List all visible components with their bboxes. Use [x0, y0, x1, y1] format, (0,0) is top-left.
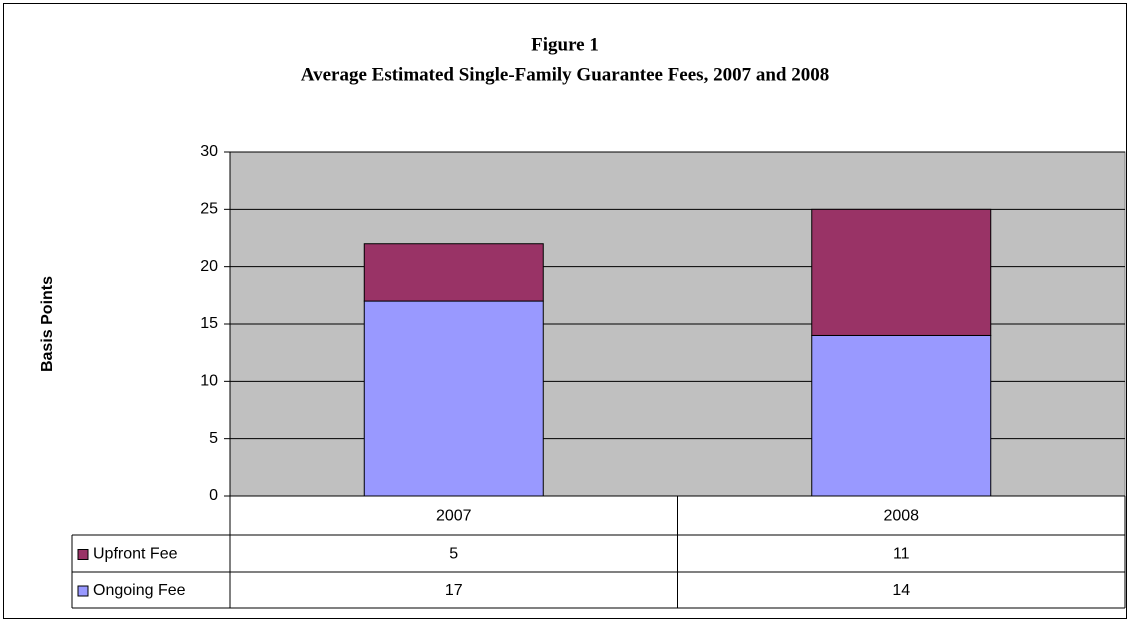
chart-subtitle: Average Estimated Single-Family Guarante… [301, 64, 829, 85]
y-axis-label: Basis Points [39, 276, 56, 372]
y-tick-label: 30 [200, 143, 218, 160]
table-value: 5 [449, 546, 458, 563]
bar [363, 300, 544, 497]
chart-title: Figure 1 [531, 34, 599, 55]
x-tick-label: 2008 [883, 508, 919, 525]
y-tick-label: 20 [200, 258, 218, 275]
y-tick-label: 10 [200, 373, 218, 390]
table-value: 11 [893, 546, 910, 563]
x-tick-label: 2007 [436, 508, 472, 525]
table-value: 14 [892, 582, 910, 599]
bar [811, 208, 992, 336]
table-value: 17 [445, 582, 463, 599]
legend-label: Upfront Fee [93, 546, 178, 563]
bar [363, 243, 544, 302]
y-tick-label: 25 [200, 201, 218, 218]
y-tick-label: 5 [209, 430, 218, 447]
y-tick-label: 0 [209, 487, 218, 504]
bar [811, 334, 992, 497]
legend-swatch [77, 585, 89, 597]
legend-swatch [77, 549, 89, 560]
y-tick-label: 15 [200, 315, 218, 332]
legend-label: Ongoing Fee [93, 582, 186, 599]
